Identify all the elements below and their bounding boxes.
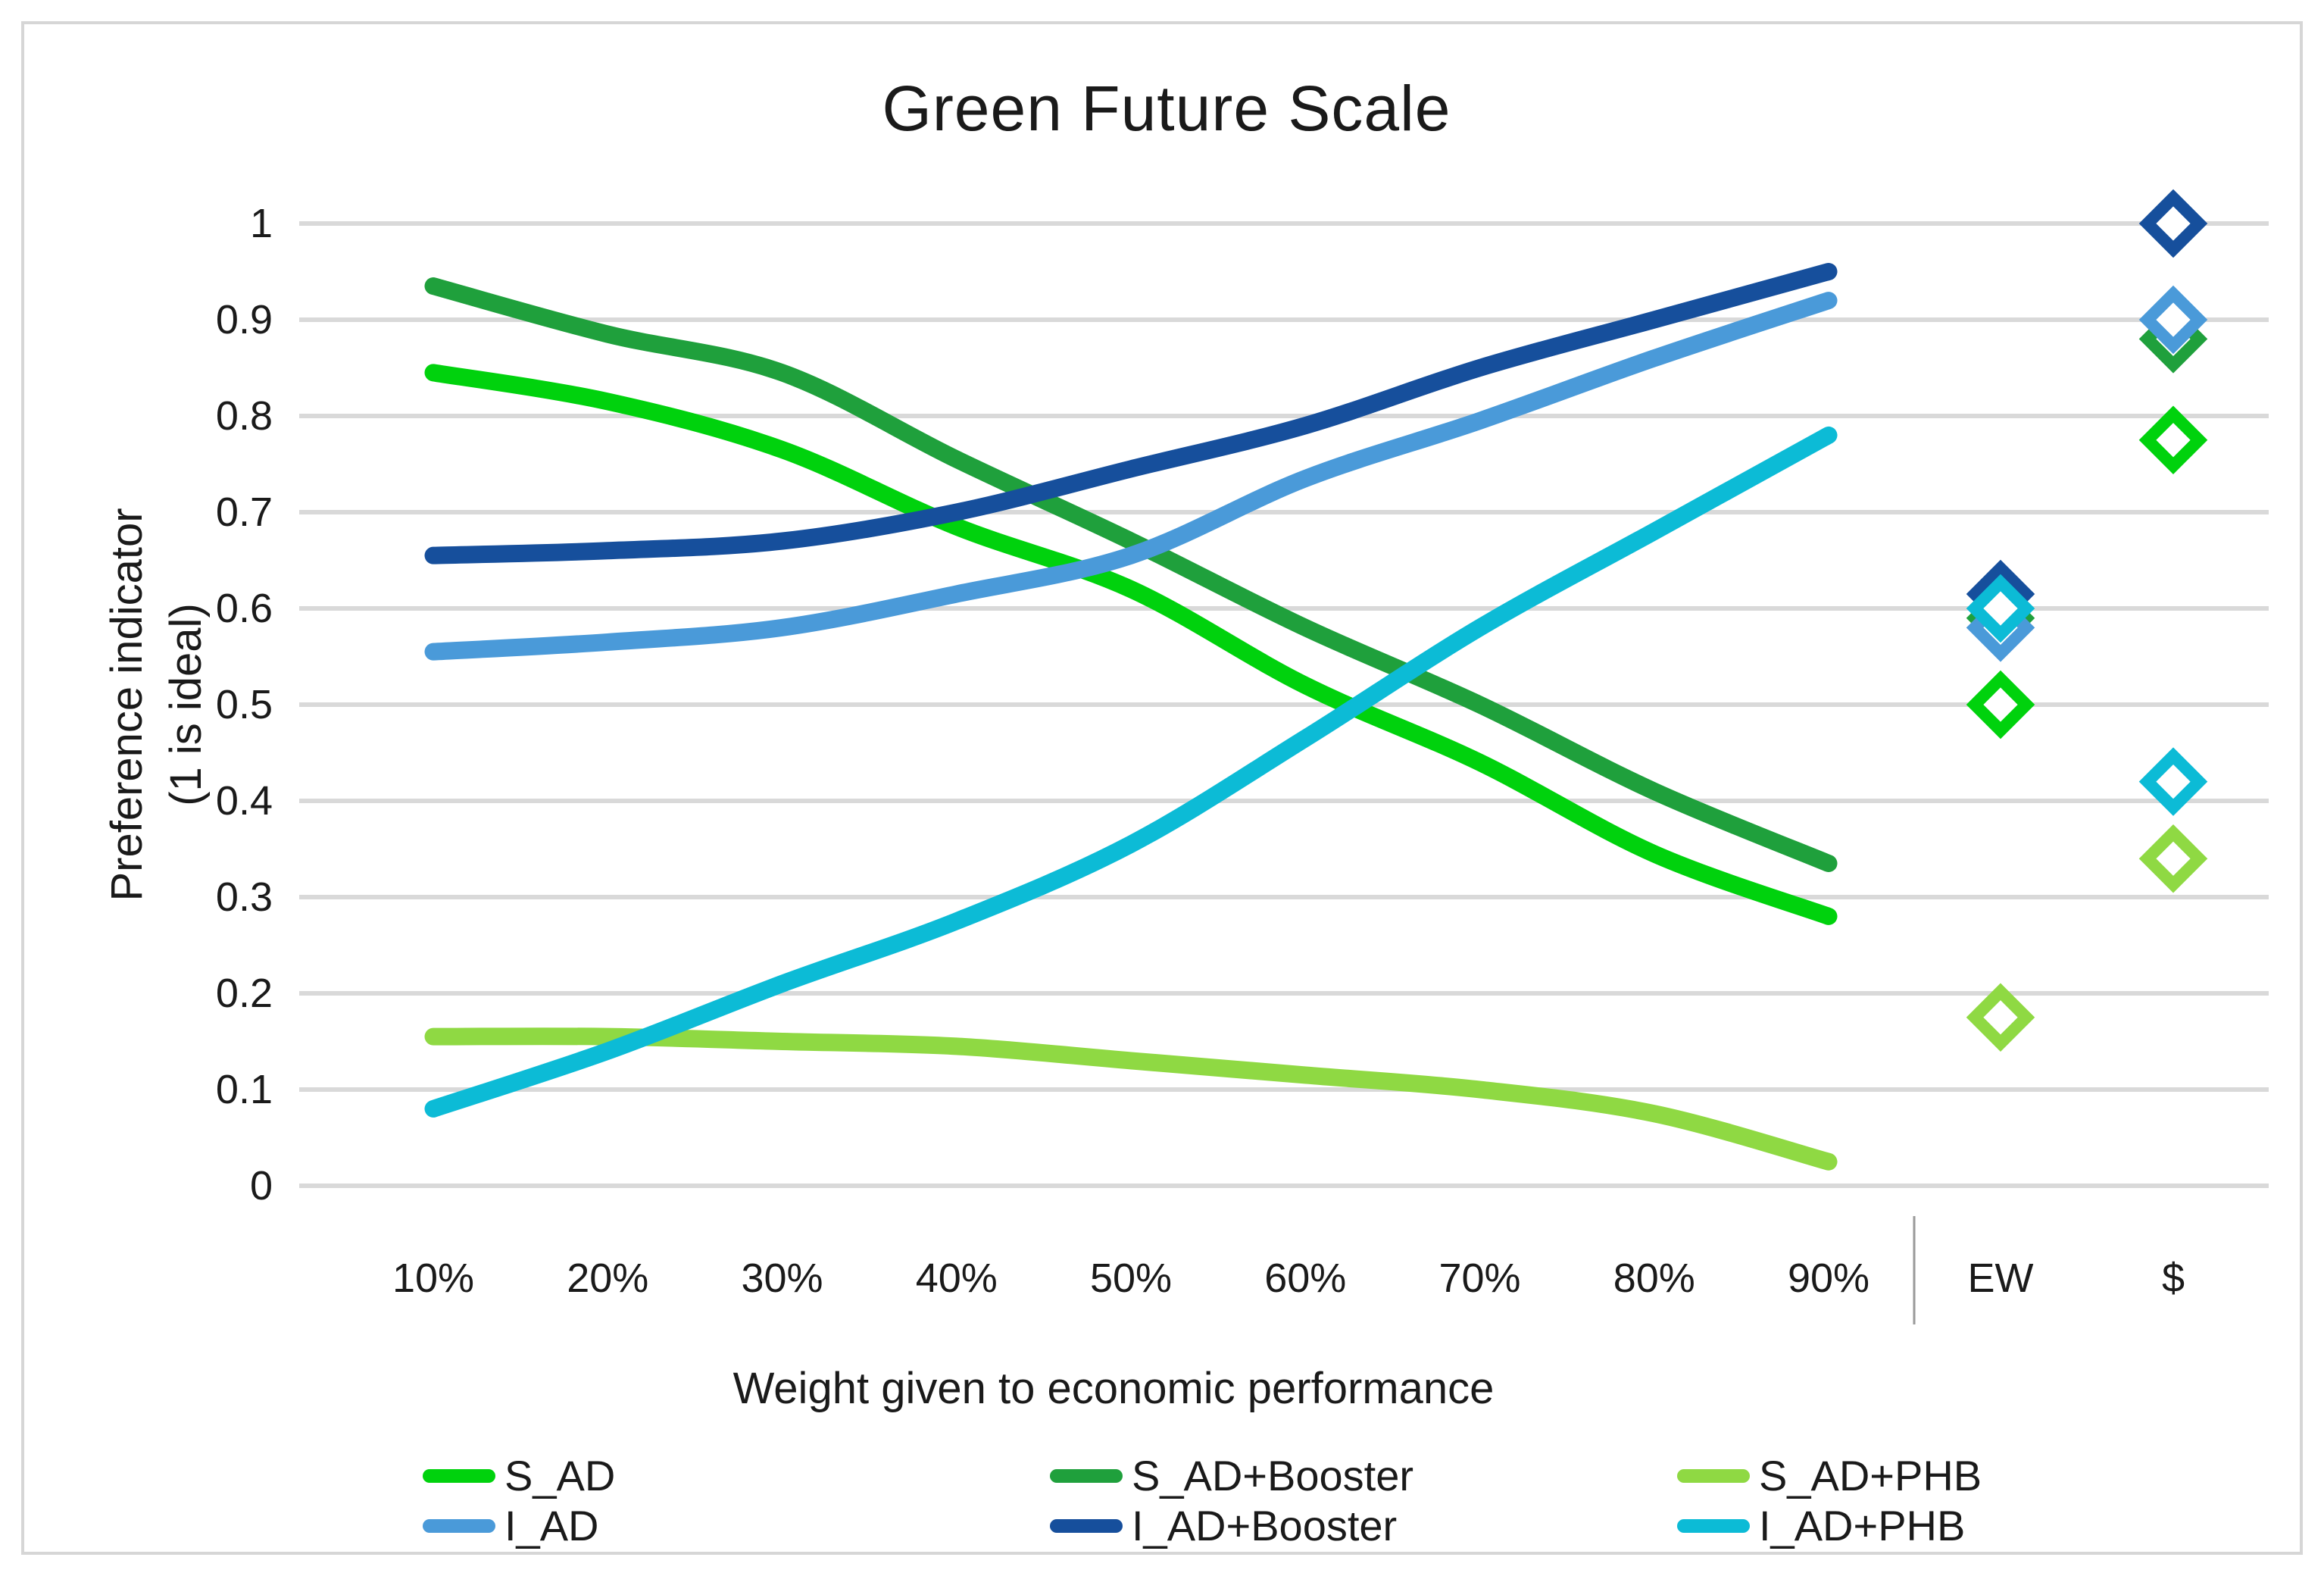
marker-dollar-I_AD bbox=[2138, 285, 2208, 355]
x-tick-label: 50% bbox=[1090, 1255, 1172, 1301]
y-tick-label: 0.4 bbox=[216, 778, 273, 824]
x-tick-label-dollar: $ bbox=[2162, 1255, 2185, 1301]
x-tick-label: 60% bbox=[1264, 1255, 1346, 1301]
y-tick-label: 0.6 bbox=[216, 586, 273, 631]
chart-frame bbox=[21, 21, 2303, 1555]
x-tick-label: 30% bbox=[741, 1255, 823, 1301]
x-tick-label: 70% bbox=[1438, 1255, 1520, 1301]
y-tick-label: 0.8 bbox=[216, 393, 273, 439]
y-axis-title-line2: (1 is ideal) bbox=[161, 603, 211, 806]
y-tick-label: 0.9 bbox=[216, 297, 273, 342]
x-tick-label-ew: EW bbox=[1968, 1255, 2034, 1301]
marker-dollar-S_AD+PHB bbox=[2138, 824, 2208, 893]
marker-dollar-S_AD bbox=[2138, 405, 2208, 475]
y-axis-title-line1: Preference indicator bbox=[102, 508, 151, 902]
y-tick-label: 0.1 bbox=[216, 1067, 273, 1112]
marker-ew-S_AD bbox=[1966, 670, 2035, 740]
x-axis-title: Weight given to economic performance bbox=[732, 1364, 1495, 1413]
y-tick-label: 0.2 bbox=[216, 971, 273, 1016]
marker-ew-S_AD+PHB bbox=[1966, 983, 2035, 1052]
series-line-I_AD bbox=[424, 292, 1838, 661]
x-tick-label: 40% bbox=[916, 1255, 998, 1301]
y-tick-label: 0.7 bbox=[216, 489, 273, 535]
x-tick-label: 80% bbox=[1613, 1255, 1695, 1301]
x-tick-label: 10% bbox=[392, 1255, 474, 1301]
marker-dollar-I_AD+PHB bbox=[2138, 747, 2208, 816]
x-tick-label: 20% bbox=[567, 1255, 648, 1301]
chart-title: Green Future Scale bbox=[882, 73, 1451, 144]
y-tick-label: 0.5 bbox=[216, 682, 273, 727]
series-line-S_AD+Booster bbox=[424, 277, 1838, 873]
y-tick-label: 0 bbox=[250, 1163, 273, 1209]
series-line-I_AD+PHB bbox=[424, 426, 1838, 1118]
series-line-I_AD+Booster bbox=[424, 263, 1838, 564]
marker-ew-I_AD+PHB bbox=[1966, 574, 2035, 643]
y-tick-label: 1 bbox=[250, 201, 273, 246]
series-line-S_AD bbox=[424, 364, 1838, 925]
series-line-S_AD+PHB bbox=[424, 1027, 1838, 1171]
x-tick-label: 90% bbox=[1788, 1255, 1870, 1301]
marker-dollar-I_AD+Booster bbox=[2138, 189, 2208, 258]
y-tick-label: 0.3 bbox=[216, 874, 273, 920]
